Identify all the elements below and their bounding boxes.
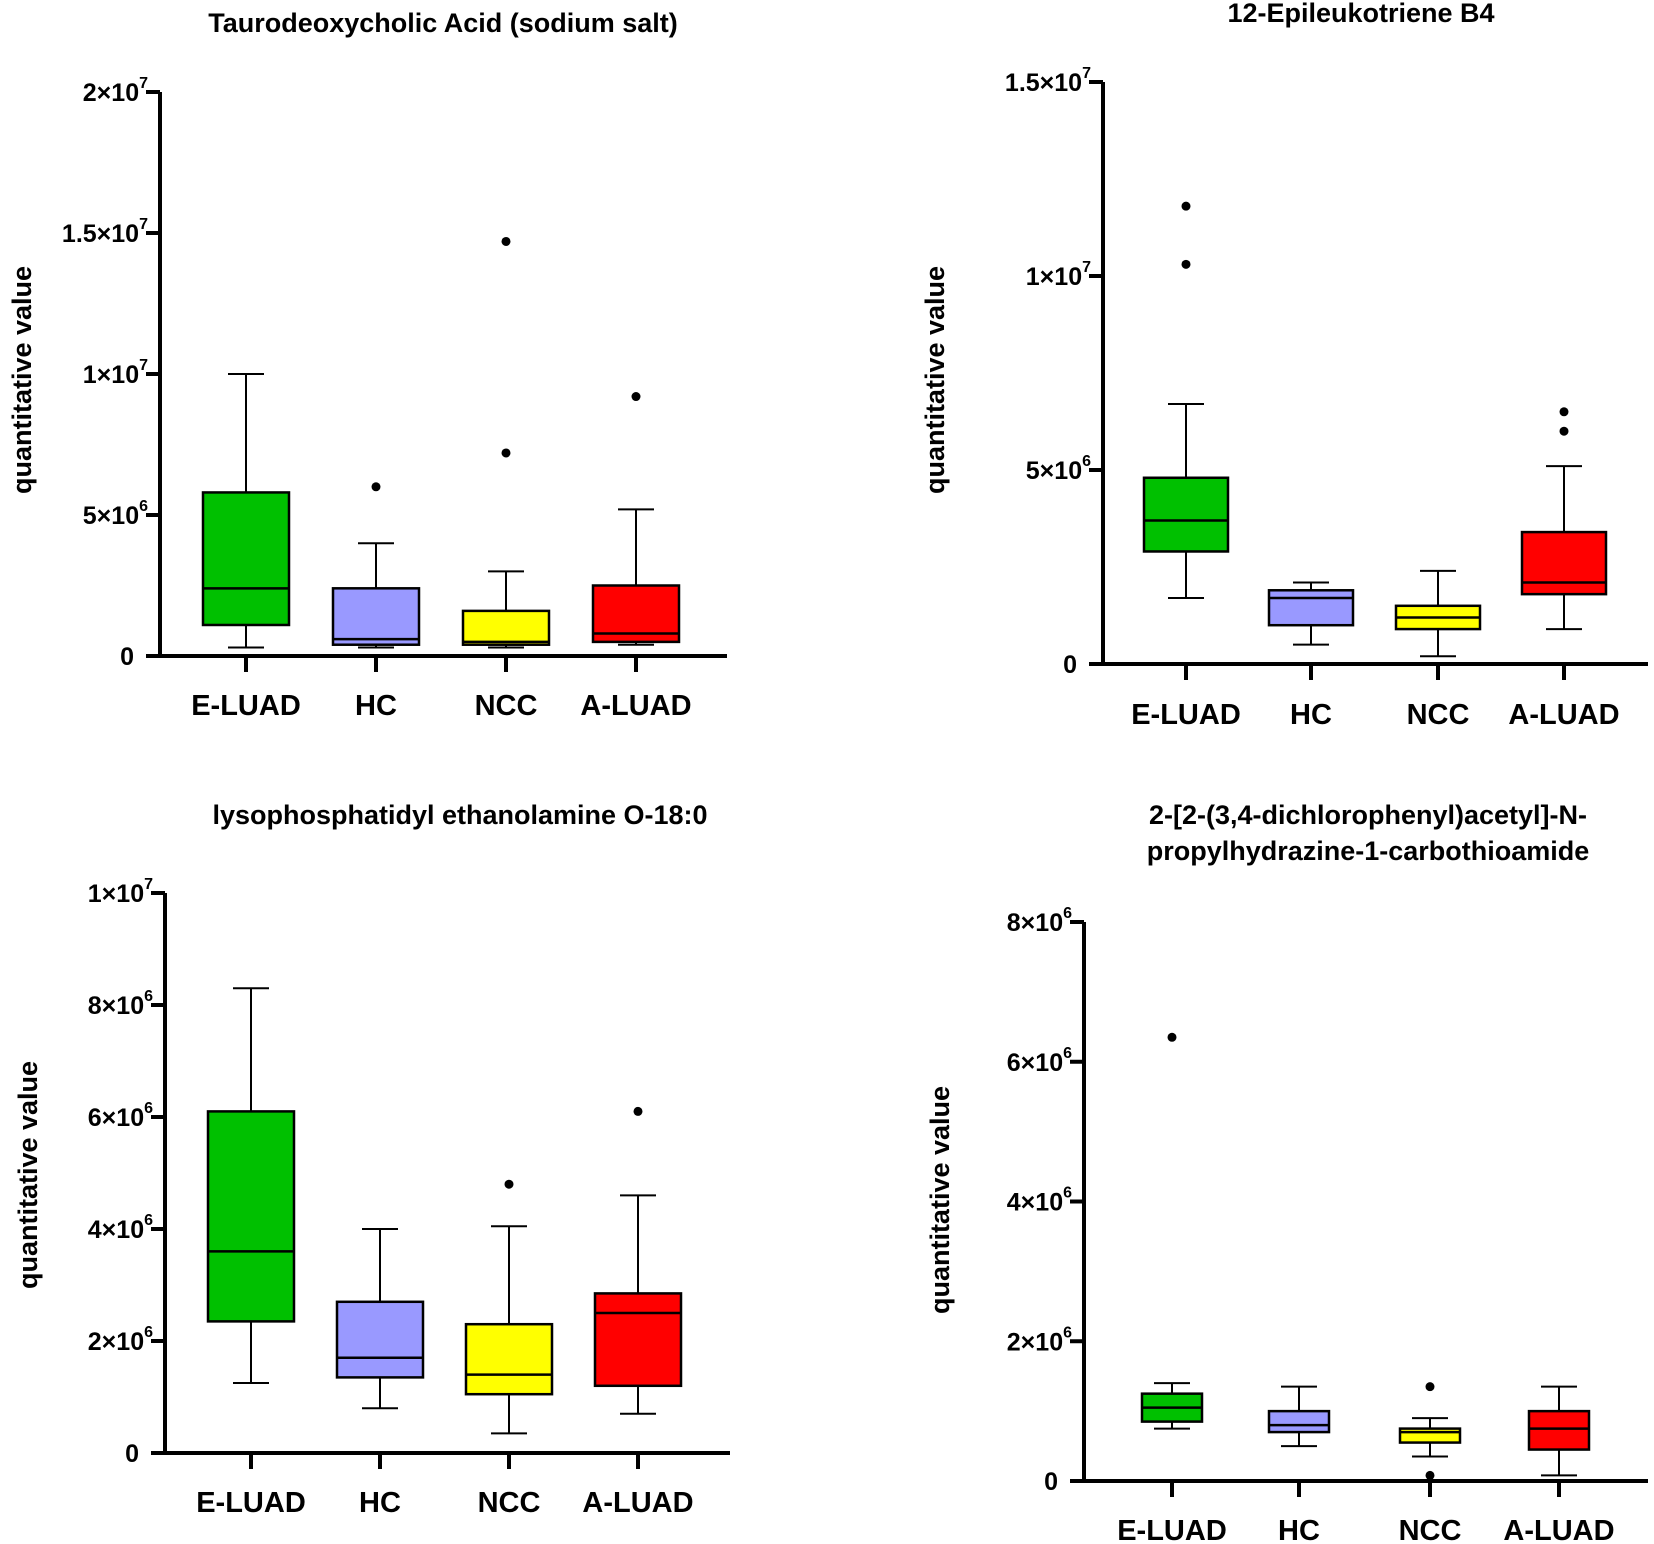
outlier-point [1181, 201, 1191, 211]
outlier-point [633, 1106, 643, 1116]
x-tick-label: NCC [478, 1487, 541, 1519]
box-e-luad [206, 987, 296, 1384]
outlier-point [1181, 259, 1191, 269]
x-tick-label: E-LUAD [1131, 699, 1241, 731]
y-axis-label: quantitative value [920, 266, 950, 494]
panel-dichlorophenyl-carbothioamide: 2-[2-(3,4-dichlorophenyl)acetyl]-N-propy… [925, 800, 1648, 1544]
box-iqr [1267, 589, 1355, 627]
box-iqr [1398, 1427, 1462, 1444]
x-tick-label: NCC [1399, 1515, 1462, 1544]
box-hc [335, 1228, 425, 1410]
y-tick-label: 0 [125, 1440, 139, 1468]
x-tick-label: A-LUAD [1508, 699, 1619, 731]
y-tick-label: 8×106 [1007, 905, 1072, 937]
x-tick-label: E-LUAD [196, 1487, 306, 1519]
box-a-luad [593, 1106, 683, 1415]
x-tick-label: HC [355, 690, 397, 722]
outlier-point [631, 392, 641, 402]
box-e-luad [1140, 1032, 1204, 1430]
box-iqr [1142, 476, 1230, 553]
y-axis-label: quantitative value [7, 266, 37, 494]
x-tick-label: HC [1290, 699, 1332, 731]
y-tick-label: 0 [120, 643, 134, 671]
outlier-point [1167, 1032, 1177, 1042]
outlier-point [501, 448, 511, 458]
x-tick-label: NCC [475, 690, 538, 722]
outlier-point [1425, 1470, 1435, 1480]
y-tick-label: 5×106 [1026, 453, 1091, 485]
box-ncc [461, 236, 551, 649]
x-tick-label: A-LUAD [582, 1487, 693, 1519]
box-hc [331, 482, 421, 649]
y-tick-label: 1×107 [1026, 259, 1091, 291]
outlier-point [504, 1179, 514, 1189]
box-ncc [1398, 1382, 1462, 1480]
x-tick-label: A-LUAD [1503, 1515, 1614, 1544]
chart-title: propylhydrazine-1-carbothioamide [1147, 836, 1590, 866]
box-hc [1267, 581, 1355, 646]
box-ncc [464, 1179, 554, 1435]
box-a-luad [1520, 407, 1608, 631]
box-ncc [1394, 569, 1482, 658]
outlier-point [371, 482, 381, 492]
x-tick-label: NCC [1407, 699, 1470, 731]
outlier-point [1559, 407, 1569, 417]
box-e-luad [201, 373, 291, 649]
y-tick-label: 8×106 [88, 988, 153, 1020]
x-tick-label: A-LUAD [580, 690, 691, 722]
box-iqr [1267, 1409, 1331, 1434]
y-tick-label: 1.5×107 [62, 216, 148, 248]
y-tick-label: 1×107 [83, 357, 148, 389]
chart-title: Taurodeoxycholic Acid (sodium salt) [208, 8, 678, 38]
y-tick-label: 4×106 [88, 1212, 153, 1244]
x-tick-label: E-LUAD [1117, 1515, 1227, 1544]
y-tick-label: 0 [1044, 1468, 1058, 1496]
y-tick-label: 6×106 [88, 1100, 153, 1132]
y-tick-label: 1.5×107 [1005, 65, 1091, 97]
panel-taurodeoxycholic-acid: Taurodeoxycholic Acid (sodium salt) quant… [7, 8, 727, 722]
y-tick-label: 0 [1063, 651, 1077, 679]
y-tick-label: 6×106 [1007, 1045, 1072, 1077]
y-tick-label: 5×106 [83, 498, 148, 530]
box-iqr [1527, 1409, 1591, 1451]
outlier-point [1425, 1382, 1435, 1392]
box-iqr [201, 491, 291, 627]
y-tick-label: 2×106 [88, 1324, 153, 1356]
chart-title: lysophosphatidyl ethanolamine O-18:0 [212, 800, 707, 830]
box-iqr [331, 587, 421, 646]
box-hc [1267, 1385, 1331, 1448]
chart-title: 2-[2-(3,4-dichlorophenyl)acetyl]-N- [1149, 800, 1587, 830]
y-axis-label: quantitative value [925, 1086, 955, 1314]
outlier-point [501, 236, 511, 246]
y-tick-label: 4×106 [1007, 1185, 1072, 1217]
y-tick-label: 2×106 [1007, 1324, 1072, 1356]
box-iqr [464, 1322, 554, 1396]
box-a-luad [1527, 1385, 1591, 1477]
y-tick-label: 2×107 [83, 75, 148, 107]
y-tick-label: 1×107 [88, 876, 153, 908]
box-iqr [461, 609, 551, 646]
box-iqr [335, 1300, 425, 1379]
panel-lysophosphatidyl-ethanolamine: lysophosphatidyl ethanolamine O-18:0 quan… [13, 800, 730, 1519]
panel-12-epileukotriene-b4: 12-Epileukotriene B4 quantitative value 0 5… [920, 0, 1648, 731]
x-tick-label: HC [359, 1487, 401, 1519]
box-iqr [1520, 530, 1608, 596]
outlier-point [1559, 426, 1569, 436]
chart-title: 12-Epileukotriene B4 [1227, 0, 1494, 28]
box-a-luad [591, 392, 681, 646]
box-iqr [593, 1292, 683, 1388]
box-e-luad [1142, 201, 1230, 600]
box-iqr [206, 1110, 296, 1323]
x-tick-label: HC [1278, 1515, 1320, 1544]
y-axis-label: quantitative value [13, 1061, 43, 1289]
x-tick-label: E-LUAD [191, 690, 301, 722]
